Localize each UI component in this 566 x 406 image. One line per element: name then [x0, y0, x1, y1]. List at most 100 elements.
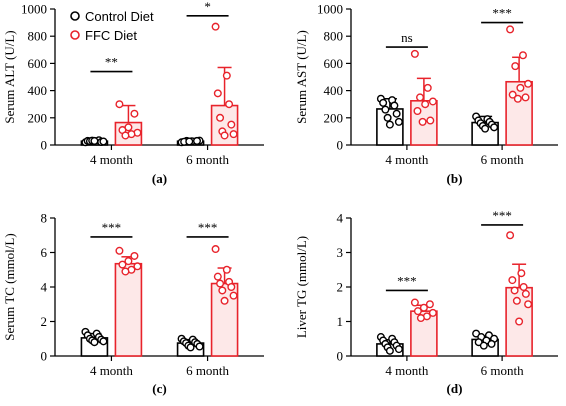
point-ffc: [516, 83, 525, 92]
legend: Control Diet FFC Diet: [70, 9, 154, 43]
point-ffc: [133, 262, 142, 271]
significance-label: ***: [198, 220, 218, 235]
significance-label: ***: [102, 220, 122, 235]
point-ffc: [413, 106, 422, 115]
point-ffc: [213, 272, 222, 281]
x-tick-label: 4 month: [385, 363, 428, 378]
point-ffc: [515, 317, 524, 326]
y-axis-label: Liver TG (mmol/L): [294, 236, 309, 338]
point-ffc: [524, 79, 533, 88]
point-ffc: [211, 245, 220, 254]
point-control: [99, 137, 108, 146]
y-tick-label: 800: [324, 29, 344, 44]
point-ffc: [426, 116, 435, 125]
point-ffc: [222, 265, 231, 274]
point-ffc: [521, 93, 530, 102]
significance-label: **: [105, 55, 118, 70]
point-control: [99, 337, 108, 346]
panel-label: (b): [447, 171, 463, 186]
point-ffc: [524, 300, 533, 309]
point-control: [392, 109, 401, 118]
point-ffc: [222, 71, 231, 80]
point-ffc: [511, 62, 520, 71]
point-ffc: [130, 251, 139, 260]
y-tick-label: 200: [324, 110, 344, 125]
y-tick-label: 1000: [317, 2, 343, 17]
x-tick-label: 4 month: [90, 152, 133, 167]
point-control: [379, 98, 388, 107]
y-tick-label: 1: [337, 314, 344, 329]
point-ffc: [425, 300, 434, 309]
y-tick-label: 2: [337, 280, 344, 295]
y-axis-label: Serum TC (mmol/L): [2, 233, 17, 340]
point-ffc: [227, 283, 236, 292]
chart-panel-1: 0 200 400 600 800 1000 Serum ALT (U/L) 4 month *…: [2, 0, 264, 186]
y-tick-label: 800: [28, 29, 48, 44]
point-control: [481, 124, 490, 133]
y-tick-label: 6: [41, 245, 48, 260]
x-tick-label: 4 month: [385, 152, 428, 167]
significance-label: ***: [397, 273, 417, 288]
point-ffc: [521, 289, 530, 298]
point-control: [490, 123, 499, 132]
panel-label: (d): [447, 381, 463, 396]
point-ffc: [130, 109, 139, 118]
point-control: [186, 343, 195, 352]
point-ffc: [121, 131, 130, 140]
point-control: [394, 345, 403, 354]
x-tick-label: 6 month: [481, 152, 524, 167]
bar-ffc: [114, 262, 143, 357]
significance-label: *: [204, 0, 211, 14]
point-ffc: [213, 89, 222, 98]
point-control: [90, 136, 99, 145]
x-tick-label: 4 month: [90, 363, 133, 378]
point-ffc: [220, 296, 229, 305]
significance-label: ns: [401, 30, 413, 45]
point-control: [192, 136, 201, 145]
y-tick-label: 400: [28, 83, 48, 98]
point-ffc: [513, 94, 522, 103]
y-tick-label: 200: [28, 110, 48, 125]
point-control: [385, 346, 394, 355]
y-axis-label: Serum ALT (U/L): [2, 30, 17, 123]
point-ffc: [115, 246, 124, 255]
point-ffc: [413, 307, 422, 316]
significance-label: ***: [492, 208, 512, 223]
point-control: [383, 113, 392, 122]
point-ffc: [428, 308, 437, 317]
point-ffc: [124, 257, 133, 266]
point-ffc: [229, 291, 238, 300]
point-ffc: [517, 269, 526, 278]
x-tick-label: 6 month: [481, 363, 524, 378]
y-tick-label: 0: [337, 138, 344, 153]
chart-panel-4: 0 1 2 3 4 Liver TG (mmol/L) 4 month *** 6 month *…: [294, 208, 558, 396]
point-ffc: [508, 90, 517, 99]
x-tick-label: 6 month: [186, 363, 229, 378]
point-ffc: [216, 113, 225, 122]
y-tick-label: 600: [324, 56, 344, 71]
point-control: [195, 342, 204, 351]
point-ffc: [421, 100, 430, 109]
point-control: [90, 338, 99, 347]
point-ffc: [118, 260, 127, 269]
y-tick-label: 600: [28, 56, 48, 71]
y-tick-label: 4: [337, 211, 344, 226]
legend-marker-control: [70, 11, 80, 21]
point-ffc: [506, 25, 515, 34]
y-tick-label: 2: [41, 314, 48, 329]
point-ffc: [510, 286, 519, 295]
point-ffc: [428, 97, 437, 106]
point-ffc: [229, 130, 238, 139]
point-control: [487, 339, 496, 348]
y-axis-label: Serum AST (U/L): [294, 30, 309, 124]
point-ffc: [518, 51, 527, 60]
point-ffc: [115, 100, 124, 109]
point-ffc: [512, 296, 521, 305]
y-tick-label: 0: [337, 349, 344, 364]
point-control: [390, 101, 399, 110]
point-ffc: [410, 298, 419, 307]
point-control: [381, 105, 390, 114]
bar-ffc: [505, 80, 533, 146]
point-ffc: [506, 231, 515, 240]
legend-marker-ffc: [70, 30, 80, 40]
